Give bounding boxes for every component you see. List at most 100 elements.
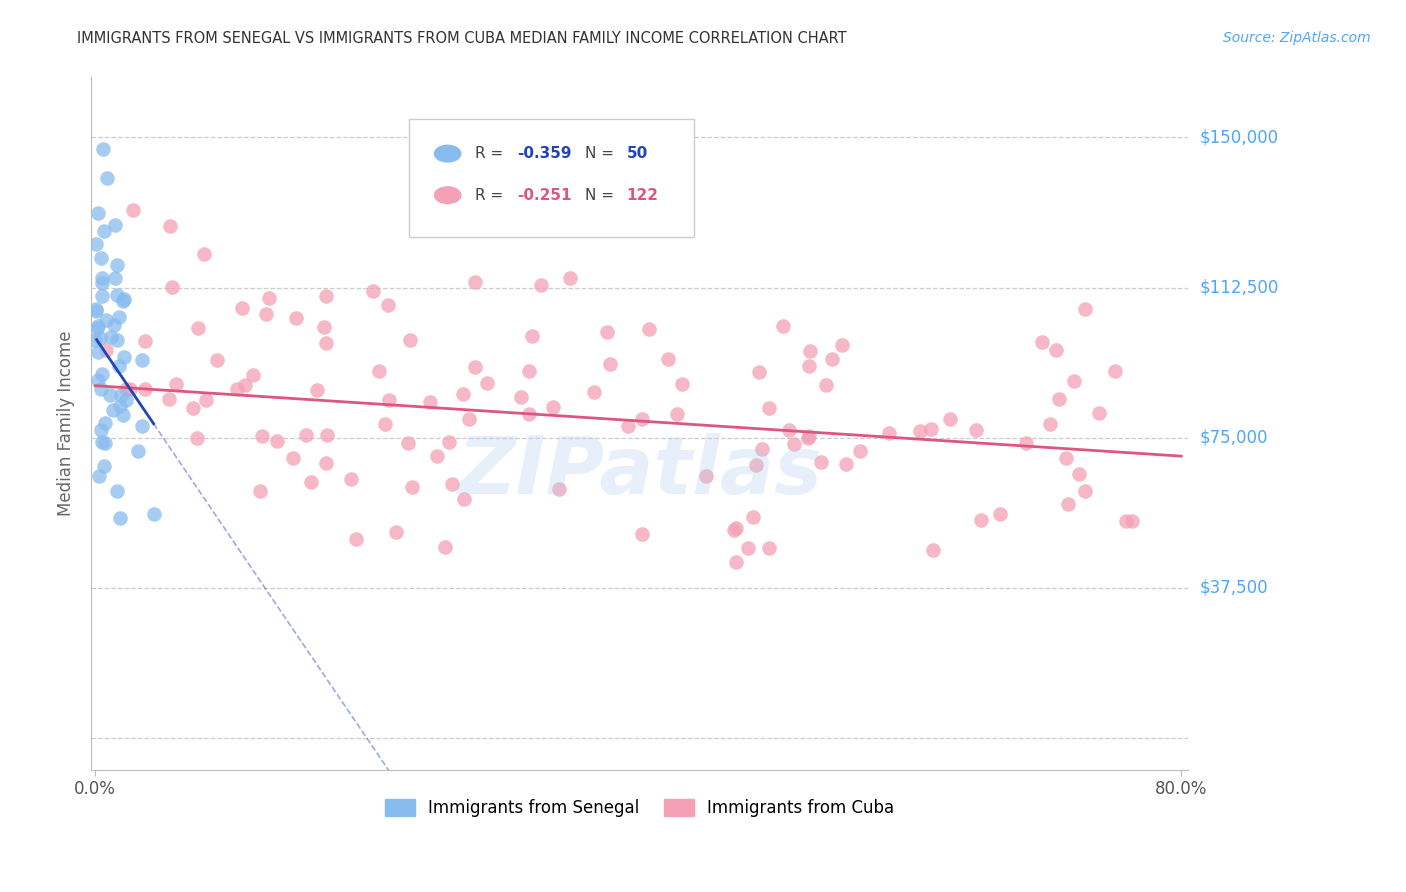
Point	[96, 170, 118, 185]
Point	[835, 457, 858, 471]
Point	[112, 350, 135, 364]
Text: ZIPatlas: ZIPatlas	[457, 434, 823, 511]
Point	[745, 458, 768, 472]
Text: $37,500: $37,500	[1199, 579, 1268, 597]
Point	[84, 236, 107, 251]
Point	[110, 388, 132, 402]
Point	[142, 507, 165, 521]
Point	[233, 377, 256, 392]
Text: -0.359: -0.359	[517, 146, 571, 161]
Point	[1015, 436, 1038, 450]
Point	[849, 444, 872, 458]
Point	[547, 482, 569, 496]
Point	[104, 270, 127, 285]
Point	[464, 275, 486, 289]
Text: N =: N =	[585, 187, 619, 202]
Point	[159, 219, 181, 233]
Point	[631, 411, 654, 425]
Text: -0.251: -0.251	[517, 187, 571, 202]
Point	[105, 258, 128, 272]
Point	[93, 224, 115, 238]
Text: 122: 122	[627, 187, 658, 202]
Point	[134, 334, 156, 348]
Point	[226, 382, 249, 396]
Point	[108, 310, 131, 325]
Point	[90, 277, 112, 291]
Point	[797, 429, 820, 443]
Point	[93, 143, 115, 157]
Point	[1074, 484, 1097, 499]
Point	[90, 289, 112, 303]
Point	[108, 510, 131, 524]
Point	[242, 368, 264, 383]
Point	[205, 353, 228, 368]
Point	[120, 382, 142, 396]
Point	[299, 475, 322, 490]
Point	[90, 382, 112, 396]
Point	[165, 377, 187, 392]
Point	[396, 436, 419, 450]
Point	[90, 251, 112, 265]
Point	[252, 428, 274, 442]
Text: $150,000: $150,000	[1199, 128, 1278, 146]
Point	[186, 321, 208, 335]
Point	[541, 400, 564, 414]
Point	[1054, 451, 1077, 466]
Point	[87, 373, 110, 387]
Point	[101, 403, 124, 417]
Point	[1063, 374, 1085, 388]
Point	[84, 303, 107, 318]
Point	[988, 507, 1011, 521]
Point	[254, 307, 277, 321]
Point	[464, 360, 486, 375]
Point	[131, 353, 153, 368]
Point	[1088, 406, 1111, 420]
Point	[1047, 392, 1070, 406]
Point	[742, 510, 765, 524]
Point	[814, 378, 837, 392]
Point	[249, 483, 271, 498]
Point	[797, 431, 820, 445]
Point	[965, 423, 987, 437]
Point	[475, 376, 498, 390]
Point	[439, 434, 461, 449]
Point	[1057, 497, 1080, 511]
Text: N =: N =	[585, 146, 619, 161]
Point	[616, 419, 638, 434]
Point	[193, 246, 215, 260]
Point	[797, 359, 820, 374]
Point	[257, 291, 280, 305]
Point	[695, 468, 717, 483]
Point	[339, 472, 361, 486]
Circle shape	[434, 186, 461, 203]
Y-axis label: Median Family Income: Median Family Income	[58, 331, 75, 516]
Point	[122, 202, 145, 217]
Point	[510, 390, 533, 404]
Point	[112, 292, 135, 306]
Text: $112,500: $112,500	[1199, 278, 1278, 297]
Point	[748, 365, 770, 379]
Point	[344, 532, 367, 546]
Point	[879, 426, 901, 441]
Point	[737, 541, 759, 555]
Point	[315, 457, 337, 471]
Point	[361, 284, 384, 298]
Point	[90, 423, 112, 437]
Point	[374, 417, 396, 431]
Point	[134, 383, 156, 397]
Point	[1115, 514, 1137, 528]
Point	[127, 444, 149, 458]
Point	[115, 392, 138, 407]
Point	[666, 407, 689, 421]
Point	[939, 411, 962, 425]
Point	[1031, 335, 1053, 350]
Point	[517, 364, 540, 378]
Point	[285, 311, 308, 326]
Point	[231, 301, 253, 316]
Point	[105, 288, 128, 302]
Point	[108, 359, 131, 374]
Point	[283, 450, 305, 465]
Point	[426, 449, 449, 463]
Point	[91, 270, 114, 285]
Point	[401, 480, 423, 494]
